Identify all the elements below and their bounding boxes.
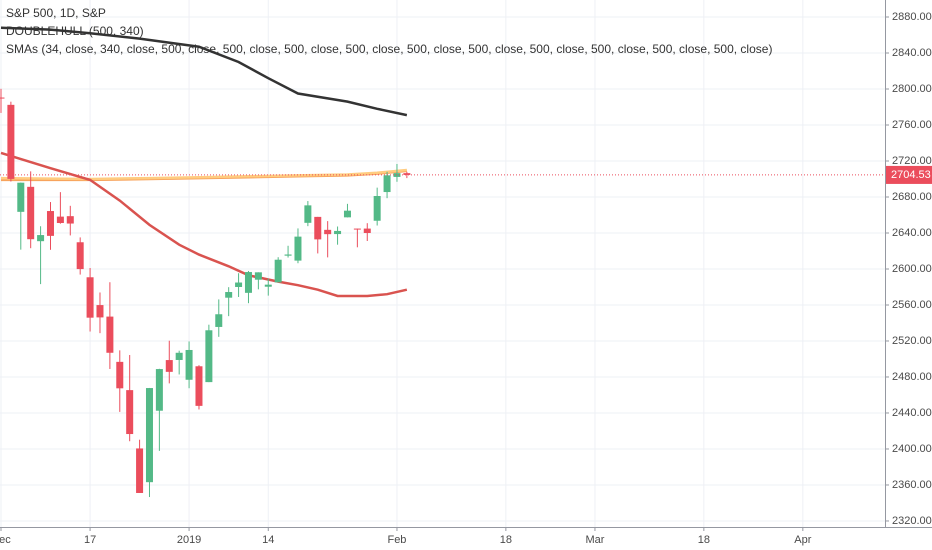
y-tick-label: 2800.00 bbox=[892, 83, 932, 95]
sma-line bbox=[0, 168, 407, 181]
y-tick-label: 2560.00 bbox=[892, 299, 932, 311]
candle-body bbox=[334, 230, 342, 235]
x-tick-label: Apr bbox=[794, 534, 811, 546]
y-tick-label: 2680.00 bbox=[892, 191, 932, 203]
sma-line bbox=[0, 26, 408, 117]
y-tick-label: 2360.00 bbox=[892, 479, 932, 491]
y-tick-label: 2840.00 bbox=[892, 47, 932, 59]
candle-body bbox=[66, 216, 74, 224]
candle-body bbox=[116, 361, 124, 389]
x-tick-label: 17 bbox=[84, 534, 96, 546]
candle-body bbox=[383, 175, 391, 193]
candle-body bbox=[343, 210, 351, 218]
candle-body bbox=[185, 349, 193, 380]
candle-body bbox=[175, 352, 183, 360]
legend-symbol: S&P 500, 1D, S&P bbox=[6, 6, 106, 20]
y-tick-label: 2720.00 bbox=[892, 155, 932, 167]
candle-body bbox=[314, 216, 322, 240]
candle-body bbox=[403, 173, 411, 175]
candle-body bbox=[205, 330, 213, 383]
y-tick-label: 2880.00 bbox=[892, 11, 932, 23]
candle-body bbox=[126, 390, 134, 435]
candle-body bbox=[145, 388, 153, 483]
candle-body bbox=[136, 448, 144, 493]
candle-body bbox=[106, 316, 114, 353]
candle-body bbox=[284, 254, 292, 256]
candle-body bbox=[0, 97, 5, 99]
candle-body bbox=[235, 282, 243, 287]
candle-body bbox=[353, 228, 361, 230]
x-tick-label: Feb bbox=[387, 534, 406, 546]
plot bbox=[0, 26, 885, 498]
candle-body bbox=[225, 292, 233, 298]
y-tick-label: 2520.00 bbox=[892, 335, 932, 347]
y-tick-label: 2480.00 bbox=[892, 371, 932, 383]
candle-body bbox=[215, 314, 223, 327]
candle-body bbox=[294, 236, 302, 261]
y-tick-label: 2320.00 bbox=[892, 515, 932, 527]
x-tick-label: Dec bbox=[0, 534, 11, 546]
legend-indicator: DOUBLEHULL (500, 340) bbox=[6, 24, 144, 38]
candle-body bbox=[56, 216, 64, 224]
candle-body bbox=[37, 235, 45, 242]
candle-body bbox=[165, 360, 173, 372]
candle-body bbox=[17, 182, 25, 212]
x-tick-label: Mar bbox=[585, 534, 604, 546]
candle-body bbox=[7, 104, 15, 179]
y-tick-label: 2400.00 bbox=[892, 443, 932, 455]
last-price-box bbox=[886, 165, 932, 184]
sma-line bbox=[0, 151, 408, 298]
candle-body bbox=[304, 205, 312, 223]
x-tick-label: 18 bbox=[500, 534, 512, 546]
x-tick-label: 18 bbox=[698, 534, 710, 546]
x-tick-label: 2019 bbox=[177, 534, 201, 546]
y-tick-label: 2760.00 bbox=[892, 119, 932, 131]
x-tick-label: 14 bbox=[262, 534, 274, 546]
candle-body bbox=[363, 228, 371, 233]
axes: 2320.00 2360.00 2400.00 2440.00 2480.00 2520.… bbox=[0, 11, 932, 546]
candle-body bbox=[155, 369, 163, 411]
last-price-label: 2704.53 bbox=[891, 169, 931, 181]
y-tick-label: 2640.00 bbox=[892, 227, 932, 239]
candle-body bbox=[46, 211, 54, 236]
candle-body bbox=[27, 186, 35, 240]
y-tick-label: 2600.00 bbox=[892, 263, 932, 275]
candle-body bbox=[264, 284, 272, 287]
candle-body bbox=[76, 242, 84, 270]
legend-indicator: SMAs (34, close, 340, close, 500, close,… bbox=[6, 42, 772, 56]
candle-body bbox=[373, 196, 381, 221]
candle-body bbox=[96, 305, 104, 318]
candle-body bbox=[324, 229, 332, 235]
candle-body bbox=[195, 366, 203, 406]
candle-body bbox=[254, 272, 262, 280]
y-tick-label: 2440.00 bbox=[892, 407, 932, 419]
candle-body bbox=[274, 259, 282, 283]
candle-body bbox=[86, 277, 94, 318]
candle-body bbox=[244, 272, 252, 293]
